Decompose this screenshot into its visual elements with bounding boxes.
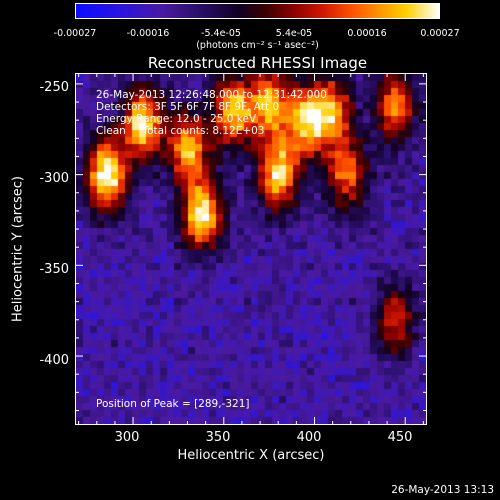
- y-tick-label: -300: [39, 171, 69, 186]
- y-tick-label: -350: [39, 262, 69, 277]
- colorbar-tick: 0.00016: [347, 28, 387, 39]
- plot-area: 26-May-2013 12:26:48.000 to 12:31:42.000…: [75, 73, 427, 425]
- annotation-detectors: Detectors: 3F 5F 6F 7F 8F 9F, Att 0: [96, 101, 280, 113]
- colorbar: [75, 3, 440, 19]
- colorbar-tick: 5.4e-05: [275, 28, 313, 39]
- annotation-energy: Energy Range: 12.0 - 25.0 keV: [96, 113, 257, 125]
- x-axis-label: Heliocentric X (arcsec): [177, 448, 325, 463]
- heatmap-image: [76, 74, 426, 424]
- x-tick-label: 450: [387, 430, 413, 445]
- x-tick-label: 300: [114, 430, 140, 445]
- colorbar-tick: -0.00027: [53, 28, 97, 39]
- colorbar-unit-label: (photons cm⁻² s⁻¹ asec⁻²): [196, 40, 319, 51]
- colorbar-tick: 0.00027: [420, 28, 460, 39]
- peak-position-label: Position of Peak = [289,-321]: [96, 398, 250, 410]
- colorbar-tick: -5.4e-05: [201, 28, 241, 39]
- annotation-time: 26-May-2013 12:26:48.000 to 12:31:42.000: [96, 89, 327, 101]
- x-tick-label: 400: [296, 430, 322, 445]
- timestamp-footer: 26-May-2013 13:13: [391, 484, 494, 496]
- y-axis-label: Heliocentric Y (arcsec): [10, 176, 26, 322]
- y-tick-label: -250: [39, 80, 69, 95]
- chart-title: Reconstructed RHESSI Image: [147, 54, 368, 72]
- colorbar-tick: -0.00016: [126, 28, 170, 39]
- annotation-counts: Clean Total counts: 8.12E+03: [96, 125, 265, 137]
- x-tick-label: 350: [205, 430, 231, 445]
- y-tick-label: -400: [39, 353, 69, 368]
